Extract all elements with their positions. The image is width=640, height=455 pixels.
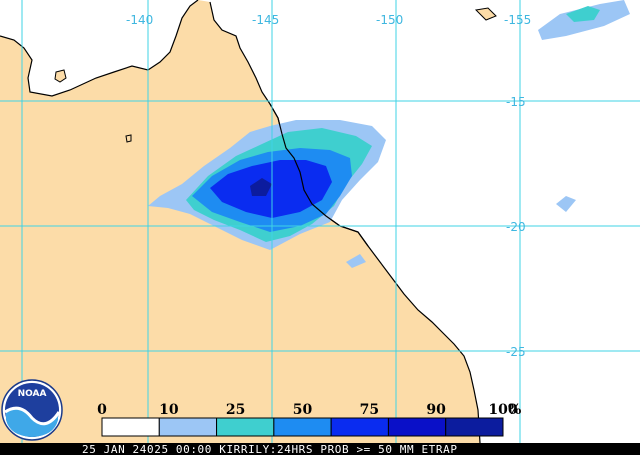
lon-label: -140 <box>126 13 153 27</box>
legend-tick-label: 0 <box>97 402 107 418</box>
legend-swatch <box>216 417 275 437</box>
legend <box>101 417 504 437</box>
coastline <box>0 0 199 97</box>
lat-lon-grid <box>0 0 640 443</box>
legend-swatch <box>273 417 332 437</box>
prob-10-patch-e <box>556 196 576 212</box>
legend-tick-label: 25 <box>226 402 245 418</box>
coastline-overlay <box>269 103 369 247</box>
prob-25-patch-ne <box>566 6 600 22</box>
legend-tick-label: 90 <box>426 402 446 418</box>
legend-swatch <box>445 417 504 437</box>
prob-75-band <box>210 160 332 218</box>
lat-label: -20 <box>506 220 526 234</box>
prob-90-band <box>250 178 272 196</box>
lat-label: -25 <box>506 345 526 359</box>
legend-unit: % <box>508 402 521 418</box>
noaa-logo-text: NOAA <box>18 389 47 399</box>
legend-swatch <box>330 417 389 437</box>
probability-swath <box>148 0 630 268</box>
legend-tick-label: 50 <box>293 402 313 418</box>
prob-10-patch <box>346 254 366 268</box>
legend-tick-label: 75 <box>360 402 379 418</box>
island <box>474 7 497 21</box>
legend-swatch <box>158 417 218 437</box>
lon-label: -150 <box>376 13 403 27</box>
island <box>54 69 67 83</box>
footer-caption: 25 JAN 24025 00:00 KIRRILY:24HRS PROB >=… <box>82 443 458 455</box>
legend-tick-label: 10 <box>159 402 179 418</box>
noaa-logo: NOAA <box>1 379 63 441</box>
legend-swatch <box>101 417 160 437</box>
legend-tick-label: 100 <box>488 402 517 418</box>
lon-label: -155 <box>504 13 531 27</box>
footer-bar <box>0 443 640 455</box>
island <box>125 134 132 143</box>
legend-ticks: 0 10 25 50 75 90 100 <box>97 402 518 418</box>
lat-label: -15 <box>506 95 526 109</box>
lon-label: -145 <box>252 13 279 27</box>
legend-swatch <box>387 417 447 437</box>
